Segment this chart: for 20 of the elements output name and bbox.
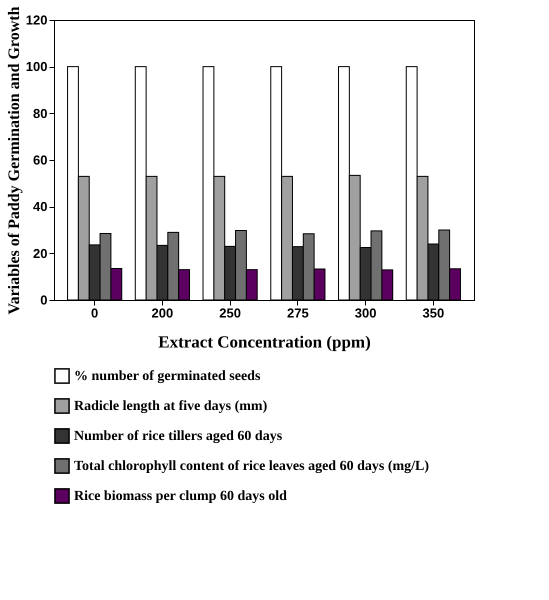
legend-label: % number of germinated seeds <box>74 369 261 384</box>
y-axis-title: Variables of Paddy Germination and Growth <box>6 6 23 315</box>
legend-label: Rice biomass per clump 60 days old <box>74 489 288 504</box>
legend-label: Radicle length at five days (mm) <box>74 399 268 414</box>
y-tick-label: 100 <box>26 59 48 74</box>
y-tick-label: 120 <box>26 12 48 28</box>
x-tick-label: 350 <box>422 306 444 320</box>
y-tick-label: 80 <box>33 106 48 121</box>
legend-label: Total chlorophyll content of rice leaves aged 60 days (mg/L) <box>74 459 430 474</box>
y-tick-label: 60 <box>33 152 48 168</box>
x-tick-label: 200 <box>152 306 174 320</box>
y-tick-label: 40 <box>33 199 48 214</box>
x-tick-label: 250 <box>219 306 241 320</box>
x-tick-label: 0 <box>91 306 98 320</box>
y-tick-label: 20 <box>33 246 48 261</box>
x-axis-title: Extract Concentration (ppm) <box>158 332 371 352</box>
x-tick-label: 300 <box>354 306 376 320</box>
y-tick-label: 0 <box>40 292 48 308</box>
legend-label: Number of rice tillers aged 60 days <box>74 429 283 444</box>
x-tick-label: 275 <box>287 306 309 320</box>
